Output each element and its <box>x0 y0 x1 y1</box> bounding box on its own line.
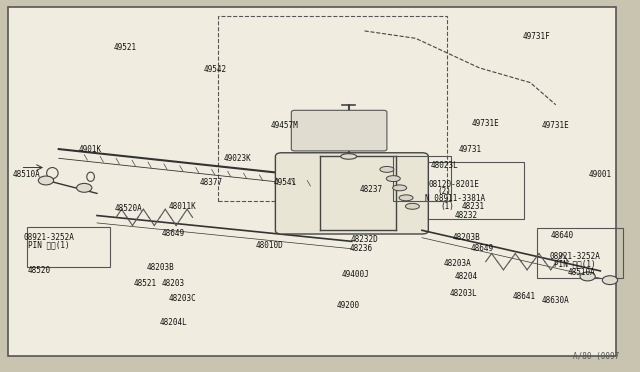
FancyBboxPatch shape <box>275 153 428 234</box>
Text: 48520: 48520 <box>28 266 51 275</box>
Text: 48204L: 48204L <box>159 318 188 327</box>
Text: PIN ピン(1): PIN ピン(1) <box>28 241 70 250</box>
Text: 48203A: 48203A <box>443 259 471 268</box>
Text: 48231: 48231 <box>461 202 484 211</box>
Text: 48204: 48204 <box>455 272 478 281</box>
Text: 49541: 49541 <box>273 178 296 187</box>
Text: 48510A: 48510A <box>13 170 41 179</box>
Text: 49521: 49521 <box>114 43 137 52</box>
Text: 49001: 49001 <box>589 170 612 179</box>
Text: 49457M: 49457M <box>271 121 299 129</box>
Bar <box>394 157 451 201</box>
Text: (2): (2) <box>437 187 451 196</box>
Ellipse shape <box>380 166 394 172</box>
Text: 48510A: 48510A <box>568 268 595 277</box>
Text: N 08911-3381A: N 08911-3381A <box>425 195 485 203</box>
Text: 49731F: 49731F <box>523 32 550 41</box>
Circle shape <box>580 272 595 281</box>
Text: 48203: 48203 <box>162 279 185 288</box>
Text: 49400J: 49400J <box>341 270 369 279</box>
Text: 49542: 49542 <box>204 65 227 74</box>
Text: 48649: 48649 <box>162 230 185 238</box>
Text: 49731E: 49731E <box>542 121 570 129</box>
Text: 48236: 48236 <box>350 244 373 253</box>
Text: 48203L: 48203L <box>449 289 477 298</box>
Circle shape <box>38 176 54 185</box>
Text: 48232D: 48232D <box>351 235 378 244</box>
Bar <box>218 16 447 201</box>
Text: 48649: 48649 <box>471 244 494 253</box>
Text: 4901K: 4901K <box>79 145 102 154</box>
Text: 08921-3252A: 08921-3252A <box>24 233 75 242</box>
Text: 48203B: 48203B <box>147 263 175 272</box>
Ellipse shape <box>399 195 413 201</box>
Text: 48203C: 48203C <box>169 294 197 303</box>
Ellipse shape <box>340 154 356 159</box>
Text: (1): (1) <box>440 202 454 211</box>
Text: 49731: 49731 <box>458 145 481 154</box>
Text: 48203B: 48203B <box>452 233 481 242</box>
Text: PIN ピン(1): PIN ピン(1) <box>554 259 596 268</box>
Circle shape <box>602 276 618 285</box>
Text: 08921-3252A: 08921-3252A <box>550 251 600 261</box>
Text: 49200: 49200 <box>337 301 360 311</box>
Bar <box>537 228 623 278</box>
FancyBboxPatch shape <box>291 110 387 151</box>
Text: 48023L: 48023L <box>430 161 458 170</box>
Ellipse shape <box>387 176 400 182</box>
Text: 48232: 48232 <box>455 211 478 220</box>
Text: 08120-8201E: 08120-8201E <box>428 180 479 189</box>
Text: 49023K: 49023K <box>223 154 251 163</box>
Ellipse shape <box>393 185 406 191</box>
Text: 48640: 48640 <box>550 231 573 240</box>
Text: A/80 (0097: A/80 (0097 <box>573 352 620 361</box>
Circle shape <box>77 183 92 192</box>
Text: 48520A: 48520A <box>115 203 143 213</box>
Text: 48011K: 48011K <box>169 202 197 211</box>
Text: 48237: 48237 <box>360 185 383 194</box>
Ellipse shape <box>405 203 419 209</box>
Text: 48641: 48641 <box>513 292 536 301</box>
Text: 48010D: 48010D <box>255 241 283 250</box>
Text: 49731E: 49731E <box>472 119 500 128</box>
Bar <box>403 162 524 219</box>
Text: 48630A: 48630A <box>542 296 570 305</box>
Text: 48377: 48377 <box>200 178 223 187</box>
Text: 48521: 48521 <box>133 279 156 288</box>
Bar <box>27 227 109 267</box>
